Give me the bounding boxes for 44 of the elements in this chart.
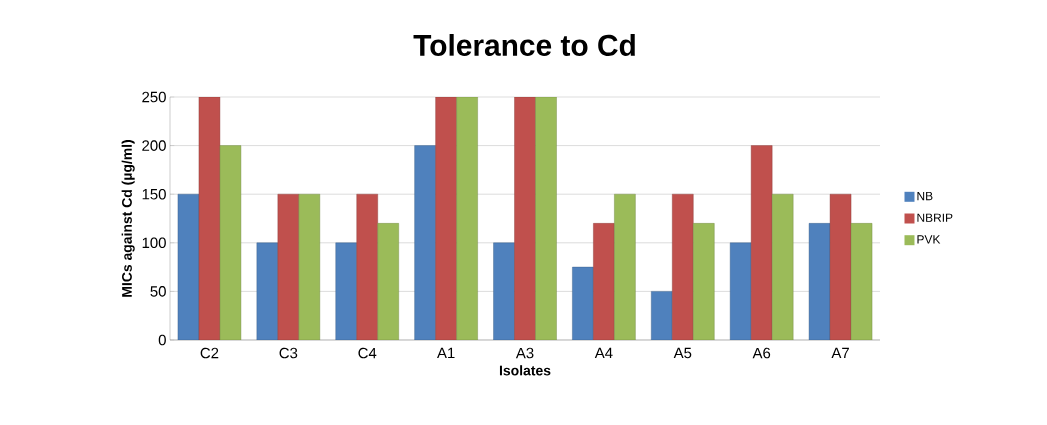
bar — [219, 145, 242, 340]
y-tick-label: 50 — [150, 286, 166, 297]
x-tick-label: A1 — [437, 347, 455, 359]
bar — [729, 242, 752, 340]
bar — [277, 194, 300, 340]
y-tick-label: 0 — [158, 334, 166, 346]
bar — [693, 223, 715, 340]
x-tick-label: A3 — [515, 347, 534, 359]
bar — [535, 97, 557, 340]
y-tick-label: 100 — [142, 237, 166, 249]
bar — [298, 194, 321, 340]
x-tick-label: A7 — [831, 347, 849, 359]
legend-label: NBRIP — [917, 213, 953, 222]
bar — [356, 194, 378, 340]
bar — [256, 242, 279, 340]
y-tick-label: 150 — [142, 188, 166, 200]
bar — [572, 266, 594, 340]
y-axis-title: MICs against Cd (µg/ml) — [121, 140, 135, 297]
bar — [672, 194, 694, 340]
x-tick-label: A5 — [673, 347, 692, 359]
bar — [414, 145, 436, 340]
y-tick-label: 250 — [142, 91, 166, 103]
legend-label: NB — [917, 191, 933, 201]
x-tick-label: C2 — [200, 347, 219, 359]
bar — [514, 97, 536, 340]
legend-label: PVK — [917, 235, 941, 244]
chart-title: Tolerance to Cd — [413, 34, 635, 56]
bar — [771, 194, 794, 340]
bar — [456, 97, 478, 340]
x-tick-label: A4 — [594, 347, 613, 359]
bar — [435, 97, 457, 340]
y-tick-label: 200 — [142, 140, 166, 151]
bar — [493, 242, 515, 340]
bar — [198, 97, 221, 340]
bar — [750, 145, 773, 340]
x-tick-label: C4 — [358, 347, 377, 359]
bar — [335, 242, 357, 340]
bar — [377, 223, 399, 340]
x-tick-label: A6 — [752, 347, 771, 359]
bar — [651, 291, 673, 340]
bar — [593, 223, 615, 340]
x-axis-title: Isolates — [499, 365, 551, 376]
x-tick-label: C3 — [279, 347, 298, 359]
bar — [614, 194, 636, 340]
